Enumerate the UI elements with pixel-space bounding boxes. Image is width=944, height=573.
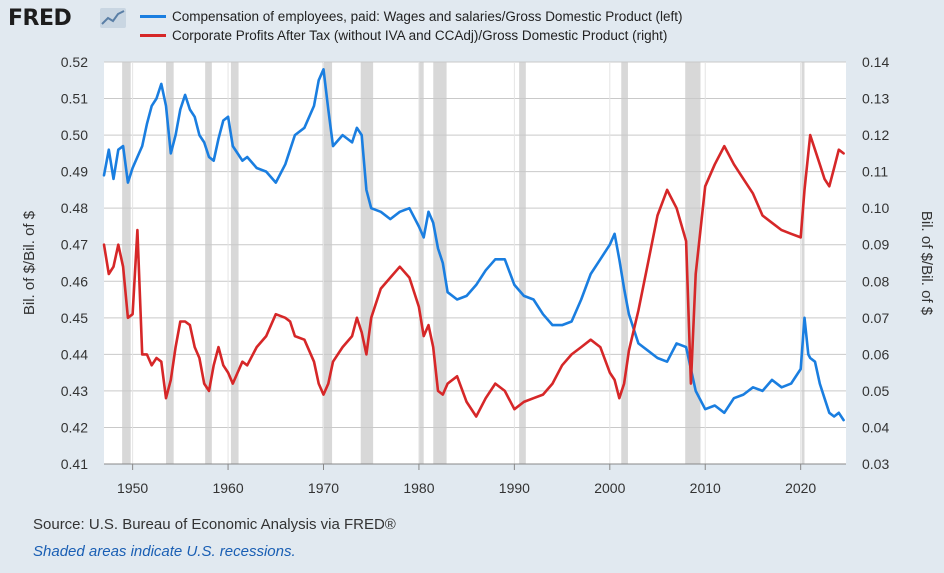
y-tick-label-right: 0.08 (862, 273, 889, 289)
x-tick-label: 2010 (690, 480, 721, 496)
y-tick-label-left: 0.44 (61, 346, 88, 362)
y-tick-label-right: 0.13 (862, 91, 889, 107)
legend-label-compensation: Compensation of employees, paid: Wages a… (172, 9, 683, 24)
y-tick-label-left: 0.52 (61, 54, 88, 70)
recession-band (519, 62, 526, 464)
recession-band (230, 62, 239, 464)
legend-item-profits[interactable]: Corporate Profits After Tax (without IVA… (140, 28, 667, 46)
plot-area (104, 62, 846, 464)
y-tick-label-right: 0.12 (862, 127, 889, 143)
recession-band (621, 62, 628, 464)
y-tick-label-left: 0.50 (61, 127, 88, 143)
recession-band (166, 62, 174, 464)
y-tick-label-left: 0.42 (61, 419, 88, 435)
fred-line-chart-icon (100, 8, 126, 28)
recession-band (418, 62, 424, 464)
legend-swatch-blue (140, 14, 166, 18)
axis-ticks: 0.41 0.42 0.43 0.44 0.45 0.46 0.47 0.48 0.49 0.50… (61, 54, 890, 496)
x-tick-label: 2000 (594, 480, 625, 496)
recession-shading (122, 62, 805, 464)
recession-band (122, 62, 131, 464)
recession-band (322, 62, 333, 464)
x-tick-label: 1990 (499, 480, 530, 496)
y-tick-label-left: 0.41 (61, 456, 88, 472)
x-tick-label: 1960 (212, 480, 243, 496)
y-axis-label-left: Bil. of $/Bil. of $ (21, 210, 38, 315)
x-tick-label: 1980 (403, 480, 434, 496)
legend-swatch-red (140, 33, 166, 37)
series-line-compensation[interactable] (102, 68, 845, 422)
fred-logo[interactable]: FRED (8, 6, 72, 31)
y-tick-label-right: 0.14 (862, 54, 889, 70)
y-tick-label-left: 0.46 (61, 273, 88, 289)
source-text: Source: U.S. Bureau of Economic Analysis… (33, 516, 396, 533)
y-tick-label-right: 0.07 (862, 310, 889, 326)
recession-band (205, 62, 212, 464)
recession-band (360, 62, 374, 464)
y-tick-label-right: 0.09 (862, 237, 889, 253)
x-tick-label: 1970 (308, 480, 339, 496)
y-tick-label-left: 0.51 (61, 91, 88, 107)
y-tick-label-right: 0.06 (862, 346, 889, 362)
y-tick-label-right: 0.03 (862, 456, 889, 472)
recession-band (801, 62, 805, 464)
y-tick-label-right: 0.05 (862, 383, 889, 399)
recession-band (433, 62, 447, 464)
chart-header: FRED Compensation of employees, paid: Wa… (0, 0, 944, 52)
chart-plot: 0.41 0.42 0.43 0.44 0.45 0.46 0.47 0.48 0.49 0.50… (21, 54, 935, 496)
legend-item-compensation[interactable]: Compensation of employees, paid: Wages a… (140, 9, 682, 27)
y-tick-label-right: 0.04 (862, 419, 889, 435)
y-tick-label-left: 0.49 (61, 164, 88, 180)
series-line-profits[interactable] (102, 133, 845, 418)
y-tick-label-left: 0.45 (61, 310, 88, 326)
x-tick-label: 1950 (117, 480, 148, 496)
legend-label-profits: Corporate Profits After Tax (without IVA… (172, 28, 668, 43)
x-tick-label: 2020 (785, 480, 816, 496)
recession-note: Shaded areas indicate U.S. recessions. (33, 543, 296, 560)
y-axis-label-right: Bil. of $/Bil. of $ (918, 211, 935, 316)
y-tick-label-left: 0.43 (61, 383, 88, 399)
y-tick-label-right: 0.10 (862, 200, 889, 216)
series-lines (102, 68, 845, 422)
y-tick-label-right: 0.11 (862, 164, 888, 180)
y-tick-label-left: 0.47 (61, 237, 88, 253)
y-tick-label-left: 0.48 (61, 200, 88, 216)
